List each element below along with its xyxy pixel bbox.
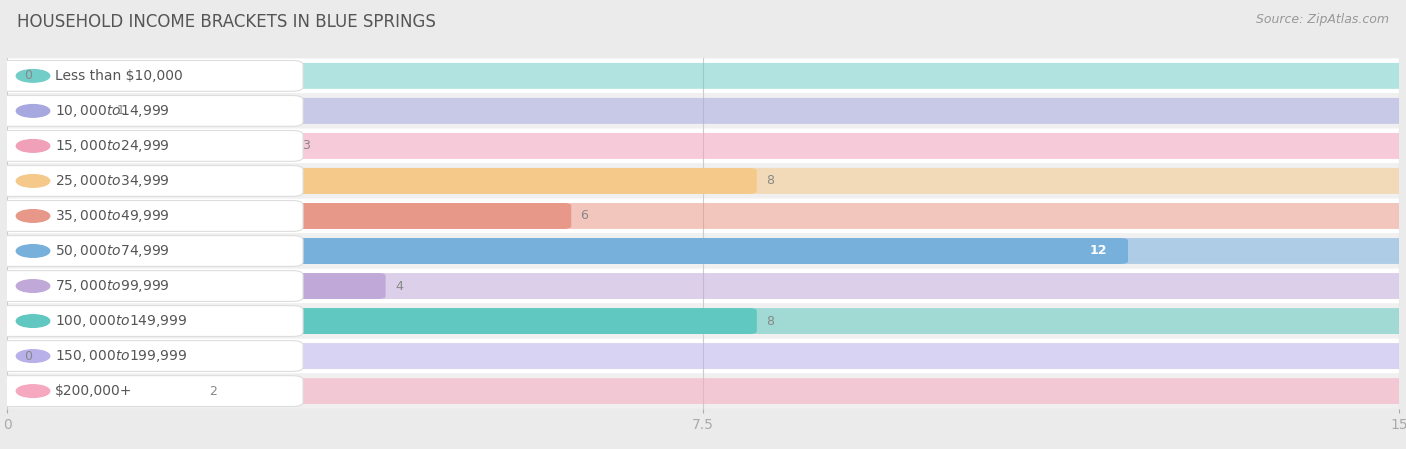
FancyBboxPatch shape	[0, 133, 1406, 159]
FancyBboxPatch shape	[0, 238, 1128, 264]
FancyBboxPatch shape	[0, 308, 1406, 334]
Text: $75,000 to $99,999: $75,000 to $99,999	[55, 278, 170, 294]
Text: $50,000 to $74,999: $50,000 to $74,999	[55, 243, 170, 259]
FancyBboxPatch shape	[0, 166, 304, 196]
FancyBboxPatch shape	[7, 128, 1399, 163]
Text: $15,000 to $24,999: $15,000 to $24,999	[55, 138, 170, 154]
Circle shape	[17, 350, 49, 362]
Text: Source: ZipAtlas.com: Source: ZipAtlas.com	[1256, 13, 1389, 26]
FancyBboxPatch shape	[0, 306, 304, 336]
Circle shape	[17, 210, 49, 222]
FancyBboxPatch shape	[0, 343, 1406, 369]
FancyBboxPatch shape	[7, 93, 1399, 128]
Text: Less than $10,000: Less than $10,000	[55, 69, 183, 83]
FancyBboxPatch shape	[7, 198, 1399, 233]
FancyBboxPatch shape	[0, 98, 107, 124]
Text: 3: 3	[302, 140, 309, 152]
Text: $150,000 to $199,999: $150,000 to $199,999	[55, 348, 188, 364]
Text: $100,000 to $149,999: $100,000 to $149,999	[55, 313, 188, 329]
Text: 6: 6	[581, 210, 588, 222]
FancyBboxPatch shape	[0, 273, 1406, 299]
Text: 1: 1	[117, 105, 124, 117]
FancyBboxPatch shape	[0, 203, 571, 229]
FancyBboxPatch shape	[0, 341, 304, 371]
FancyBboxPatch shape	[0, 131, 304, 161]
Text: 0: 0	[24, 350, 32, 362]
FancyBboxPatch shape	[0, 238, 1406, 264]
FancyBboxPatch shape	[7, 339, 1399, 374]
Circle shape	[17, 70, 49, 82]
Text: $10,000 to $14,999: $10,000 to $14,999	[55, 103, 170, 119]
FancyBboxPatch shape	[0, 236, 304, 266]
FancyBboxPatch shape	[0, 96, 304, 126]
FancyBboxPatch shape	[7, 233, 1399, 269]
Text: 2: 2	[209, 385, 217, 397]
FancyBboxPatch shape	[7, 163, 1399, 198]
FancyBboxPatch shape	[7, 58, 1399, 93]
Text: $200,000+: $200,000+	[55, 384, 132, 398]
FancyBboxPatch shape	[0, 98, 1406, 124]
FancyBboxPatch shape	[0, 273, 385, 299]
Circle shape	[17, 385, 49, 397]
FancyBboxPatch shape	[0, 271, 304, 301]
Circle shape	[17, 280, 49, 292]
Circle shape	[17, 140, 49, 152]
FancyBboxPatch shape	[0, 168, 756, 194]
Text: $25,000 to $34,999: $25,000 to $34,999	[55, 173, 170, 189]
FancyBboxPatch shape	[0, 203, 1406, 229]
Text: HOUSEHOLD INCOME BRACKETS IN BLUE SPRINGS: HOUSEHOLD INCOME BRACKETS IN BLUE SPRING…	[17, 13, 436, 31]
Circle shape	[17, 315, 49, 327]
FancyBboxPatch shape	[0, 378, 1406, 404]
Text: 0: 0	[24, 70, 32, 82]
FancyBboxPatch shape	[7, 374, 1399, 409]
FancyBboxPatch shape	[0, 378, 200, 404]
Text: 4: 4	[395, 280, 402, 292]
FancyBboxPatch shape	[0, 308, 756, 334]
FancyBboxPatch shape	[0, 133, 292, 159]
FancyBboxPatch shape	[0, 376, 304, 406]
Text: 12: 12	[1090, 245, 1107, 257]
Circle shape	[17, 105, 49, 117]
FancyBboxPatch shape	[7, 304, 1399, 339]
Text: 8: 8	[766, 175, 775, 187]
Circle shape	[17, 245, 49, 257]
Text: 8: 8	[766, 315, 775, 327]
FancyBboxPatch shape	[0, 61, 304, 91]
FancyBboxPatch shape	[0, 168, 1406, 194]
Circle shape	[17, 175, 49, 187]
Text: $35,000 to $49,999: $35,000 to $49,999	[55, 208, 170, 224]
FancyBboxPatch shape	[0, 201, 304, 231]
FancyBboxPatch shape	[7, 269, 1399, 304]
FancyBboxPatch shape	[0, 63, 1406, 89]
